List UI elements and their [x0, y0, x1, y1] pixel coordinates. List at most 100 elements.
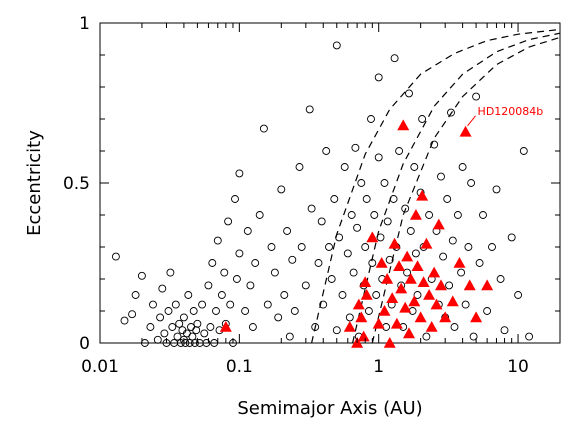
- planet-point: [311, 323, 320, 331]
- planet-point: [376, 233, 385, 242]
- planet-point: [175, 319, 184, 328]
- highlight-planet-point: [417, 276, 430, 287]
- planet-point: [496, 275, 505, 283]
- planet-point: [168, 323, 177, 331]
- planet-point: [277, 185, 286, 194]
- highlight-planet-point: [408, 295, 421, 307]
- planet-point: [185, 339, 194, 347]
- planet-point: [525, 332, 534, 341]
- planet-point: [403, 268, 412, 277]
- planet-point: [447, 108, 455, 117]
- highlight-planet-point: [409, 209, 422, 220]
- planet-point: [204, 281, 213, 290]
- planet-point: [235, 249, 244, 258]
- planet-point: [347, 211, 356, 219]
- highlight-planet-point: [435, 279, 448, 291]
- highlight-planet-point: [343, 321, 356, 332]
- planet-point: [439, 252, 448, 261]
- planet-point: [401, 204, 410, 213]
- planet-point: [120, 316, 129, 325]
- planet-point: [343, 249, 352, 258]
- y-tick-label: 0: [79, 334, 90, 354]
- planet-point: [166, 268, 175, 277]
- planet-point: [479, 211, 487, 219]
- planet-point: [464, 243, 473, 251]
- planet-point: [301, 281, 310, 290]
- planet-point: [231, 195, 239, 203]
- planet-point: [128, 310, 137, 319]
- highlight-planet-point: [446, 295, 459, 307]
- planet-point: [153, 335, 162, 344]
- highlight-planet-point: [219, 321, 232, 332]
- planet-point: [288, 255, 297, 264]
- planet-point: [507, 233, 516, 242]
- planet-point: [189, 307, 198, 315]
- planet-point: [332, 41, 341, 50]
- planet-point: [235, 169, 244, 178]
- planet-point: [160, 329, 169, 338]
- planet-point: [461, 300, 470, 309]
- x-tick-label: 1: [373, 357, 384, 377]
- planet-point: [213, 236, 222, 245]
- planet-point: [430, 140, 439, 149]
- planet-point: [206, 323, 215, 331]
- planet-point: [351, 143, 360, 152]
- planet-point: [307, 204, 316, 213]
- y-axis-title: Eccentricity: [24, 130, 45, 236]
- tick-labels: 0.01 0.1 1 10 0 0.5 1: [63, 14, 529, 377]
- planet-point: [405, 89, 413, 98]
- highlight-planet-point: [453, 257, 466, 268]
- highlight-planet-point: [395, 282, 408, 294]
- planet-point: [290, 307, 299, 315]
- planet-point: [390, 54, 399, 63]
- highlight-planet-point: [430, 298, 443, 310]
- planet-point: [164, 307, 173, 315]
- highlight-planet-point: [404, 273, 417, 284]
- highlight-planet-point: [366, 231, 379, 243]
- planet-point: [410, 163, 419, 171]
- planet-point: [374, 73, 383, 82]
- highlight-planet-point: [352, 298, 365, 310]
- highlight-planet-point: [388, 237, 401, 249]
- planet-point: [488, 243, 496, 251]
- planet-point: [422, 332, 431, 341]
- planet-point: [217, 291, 226, 299]
- planet-point: [374, 153, 383, 162]
- planet-point: [483, 307, 492, 315]
- highlight-planet-point: [393, 260, 406, 271]
- planet-point: [437, 172, 445, 181]
- planet-point: [283, 227, 292, 235]
- planet-point: [443, 195, 452, 203]
- planet-point: [137, 271, 146, 280]
- planet-point: [140, 339, 149, 347]
- x-tick-label: 0.1: [226, 357, 253, 377]
- planet-point: [295, 163, 304, 171]
- planet-point: [361, 243, 370, 251]
- planet-point: [448, 236, 457, 245]
- planet-point: [413, 291, 422, 299]
- planet-point: [198, 300, 207, 309]
- highlight-planet-point: [481, 279, 494, 291]
- planet-point: [305, 105, 314, 114]
- annotation-label: HD120084b: [478, 105, 544, 118]
- planet-point: [246, 281, 255, 290]
- planet-point: [173, 332, 182, 341]
- planet-point: [519, 147, 528, 155]
- y-tick-label: 1: [79, 14, 90, 34]
- planet-point: [368, 259, 377, 267]
- planet-point: [243, 227, 252, 235]
- dashed-curve-1: [311, 28, 561, 344]
- planet-point: [146, 323, 155, 331]
- highlight-planet-point: [459, 125, 472, 137]
- planet-point: [425, 211, 434, 219]
- highlight-planet-point: [355, 311, 368, 323]
- highlight-planet-point: [439, 311, 452, 323]
- planet-point: [259, 124, 268, 133]
- planet-point: [370, 211, 379, 219]
- highlight-planet-point: [403, 327, 416, 339]
- dashed-curve-3: [371, 36, 561, 344]
- highlight-planet-point: [360, 289, 373, 300]
- highlight-planet-point: [414, 311, 427, 323]
- planet-point: [202, 339, 211, 347]
